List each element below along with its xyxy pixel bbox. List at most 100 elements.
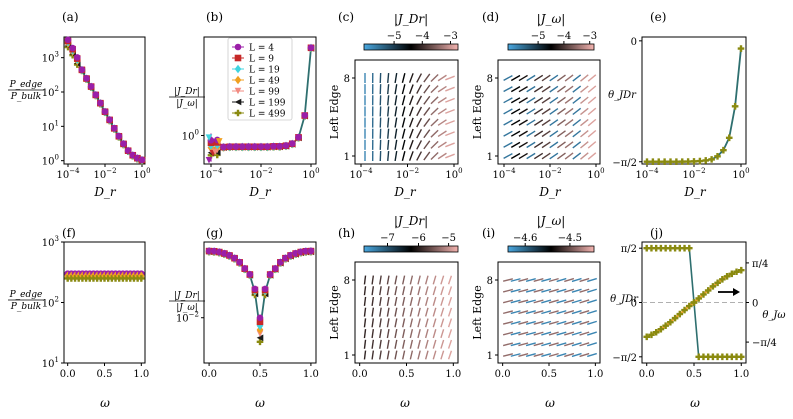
panel-c-arrow [401, 139, 406, 150]
panel-c-arrow [416, 128, 423, 139]
panel-a-point-marker [101, 108, 109, 115]
panel-j-theta-dr-point [714, 353, 721, 361]
panel-i-arrow [579, 331, 590, 336]
panel-g-point-marker [215, 248, 223, 256]
panel-g-ylabel-den: |J_ω| [176, 303, 198, 313]
panel-d-arrow [533, 130, 544, 138]
panel-b-point [295, 133, 302, 142]
panel-g-point [226, 251, 233, 261]
panel-i-arrow [525, 353, 536, 357]
panel-b-point-marker [288, 140, 296, 147]
panel-d-arrow [541, 152, 551, 160]
panel-j-theta-omega-point [685, 302, 693, 310]
legend-entry-label: L = 4 [249, 44, 274, 54]
panel-g-point [271, 264, 279, 274]
panel-i-arrow [533, 342, 544, 347]
panel-d-colorbar-title: |J_ω| [537, 12, 566, 26]
panel-h-arrow [440, 350, 445, 360]
panel-h-arrow [379, 275, 382, 285]
panel-j-theta-dr-point [671, 244, 679, 252]
panel-j-theta-dr-point [737, 353, 745, 361]
panel-h-arrow [386, 329, 390, 339]
panel-h-arrow [432, 307, 437, 317]
panel-d-arrow [526, 108, 536, 115]
panel-d-arrow [503, 97, 513, 104]
panel-a-ytick-label: 101 [42, 119, 59, 133]
panel-i-ytick-label: 1 [487, 351, 493, 362]
panel-d-arrow [510, 74, 521, 82]
panel-i-arrow [548, 320, 559, 325]
panel-b-ylabel: |J_Dr| |J_ω| [169, 87, 205, 109]
panel-i-arrow [502, 320, 514, 325]
panel-h-arrow [409, 339, 414, 349]
panel-f-lower-point [82, 275, 90, 282]
panel-a-point-marker [106, 116, 113, 123]
panel-d-arrow [556, 130, 566, 138]
panel-c-arrow [387, 117, 390, 128]
panel-g-point [282, 254, 289, 263]
panel-a-label: (a) [62, 10, 79, 24]
panel-f-xtick-label: 0.0 [60, 369, 76, 380]
panel-e-xtick-label: 10−4 [635, 167, 659, 181]
panel-e-label: (e) [650, 10, 666, 24]
panel-d-arrow [587, 74, 597, 82]
panel-d-arrow [510, 152, 521, 160]
panel-c-arrow [401, 84, 406, 95]
panel-a-point [106, 115, 113, 125]
panel-d-arrow [518, 119, 528, 126]
panel-d-arrow [541, 85, 551, 93]
panel-h-arrow [371, 296, 375, 306]
panel-d-arrow [587, 96, 597, 105]
panel-c-arrow [423, 84, 431, 94]
panel-d-arrow [510, 108, 521, 115]
panel-b-point-marker [307, 44, 315, 51]
panel-g-ytick-label: 10−2 [176, 311, 199, 325]
panel-b-point-marker [220, 143, 227, 151]
panel-f-lower-point [64, 275, 71, 282]
panel-i-arrow [518, 342, 529, 347]
panel-d-colorbar-tick-label: −4 [557, 31, 572, 42]
panel-j-theta-dr-point [662, 244, 669, 252]
panel-i-arrow [533, 288, 544, 293]
panel-h-arrow [409, 296, 414, 306]
panel-h-arrow [379, 350, 382, 360]
panel-h-arrow [371, 275, 375, 285]
panel-d-arrow [556, 119, 566, 127]
panel-f-lower-point [97, 275, 105, 282]
panel-f-lower-point [115, 275, 123, 282]
panel-c-arrow [437, 96, 447, 104]
panel-f-ylabel-num: P_edge [9, 290, 43, 300]
panel-b-frame [203, 36, 317, 165]
panel-i-xtick-label: 1.0 [587, 369, 603, 380]
panel-c-arrow [445, 153, 455, 159]
panel-h-arrow [417, 286, 421, 296]
panel-e-point [731, 102, 739, 110]
panel-i-arrow [541, 288, 552, 293]
panel-d-arrow [503, 119, 513, 126]
panel-g-point-marker [231, 254, 238, 262]
panel-b-point-marker [295, 133, 302, 141]
panel-a-ytick-label: 102 [42, 85, 59, 99]
panel-b-ytick-label: 100 [182, 128, 199, 142]
panel-e-point [661, 158, 668, 165]
panel-a-point [110, 124, 118, 134]
panel-i-arrow [502, 342, 514, 347]
panel-j-theta-omega-point [676, 310, 684, 318]
panel-g-point [292, 249, 299, 259]
panel-c-arrow [430, 118, 439, 127]
panel-c-arrow [445, 108, 455, 114]
panel-j-theta-omega-point [700, 291, 707, 298]
legend-entry-label: L = 99 [249, 88, 280, 98]
panel-d-arrow [580, 85, 589, 93]
panel-h-arrow [402, 339, 406, 349]
panel-i-arrow [564, 352, 575, 358]
panel-i-arrow [525, 288, 536, 293]
panel-e-point [667, 158, 674, 165]
panel-f-lower-point [71, 275, 79, 282]
legend-marker [234, 75, 242, 85]
panel-i-arrow [579, 342, 590, 347]
panel-c-arrow [423, 106, 431, 116]
panel-f-xlabel: ω [100, 396, 110, 410]
panel-i-arrow [541, 320, 552, 325]
panel-d-arrow [572, 130, 582, 138]
